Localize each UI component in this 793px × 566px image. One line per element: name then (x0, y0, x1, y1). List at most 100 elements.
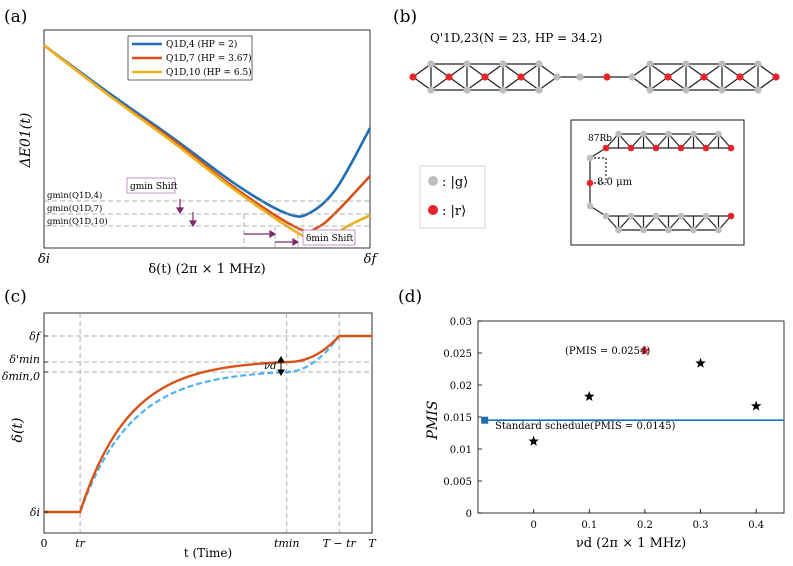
panel-c-yticks: δi δmin,0 δ'min δf (2, 330, 48, 519)
panel-d-marks (481, 344, 784, 446)
panel-a-gmin-lines (44, 200, 370, 248)
panel-d-xtick: 0.4 (748, 520, 764, 531)
panel-a-xtick-1: δf (364, 252, 379, 267)
panel-c-solid-schedule (44, 334, 372, 514)
atom (535, 86, 543, 94)
delta-shift-box (302, 229, 356, 246)
panel-d-xtick: 0.3 (693, 520, 709, 531)
atom (736, 73, 744, 81)
panel-a-series-0 (43, 44, 372, 218)
ladder-atom (652, 212, 660, 220)
panel-c-xlabel: t (Time) (184, 546, 232, 560)
panel-c-ytick: δmin,0 (2, 370, 40, 383)
panel-d-point-3 (695, 357, 706, 368)
panel-d-ytick: 0.03 (450, 317, 472, 328)
atom (553, 73, 561, 81)
atom (409, 73, 417, 81)
panel-c-ytick: δi (30, 506, 40, 519)
atom (682, 60, 690, 68)
panel-a-xtick-0: δi (38, 252, 50, 267)
panel-a-ylabel: ΔE01(t) (18, 113, 34, 169)
panel-c-guides (44, 313, 372, 533)
panel-d-ytick: 0.005 (443, 477, 472, 488)
ground-state-dot (428, 176, 438, 186)
panel-d-point-4 (750, 400, 762, 411)
panel-a-label: (a) (4, 7, 27, 27)
atom (427, 86, 435, 94)
legend-q4: Q1D,4 (HP = 2) (166, 39, 237, 50)
gmin-label-q7: gmin(Q1D,7) (47, 203, 102, 214)
atom (664, 73, 672, 81)
ladder-atom (586, 179, 594, 187)
gmin-shift-box (126, 177, 176, 194)
baseline-label: Standard schedule(PMIS = 0.0145) (495, 421, 675, 432)
panel-c-xtick: T − tr (323, 537, 357, 550)
ladder-lattice (586, 130, 735, 234)
atom (499, 60, 507, 68)
ladder-atom (690, 130, 697, 138)
gmin-shift-label: gmin Shift (130, 182, 178, 192)
ladder-atom (727, 144, 735, 152)
atom (463, 86, 471, 94)
ladder-atom (586, 202, 594, 210)
ladder-atom (640, 226, 647, 234)
panel-c-curves (44, 334, 372, 514)
ladder-atom (602, 144, 610, 152)
atom (445, 73, 453, 81)
atom (481, 73, 489, 81)
atom (603, 73, 611, 81)
ladder-atom (727, 212, 735, 220)
panel-c-ylabel: δ(t) (10, 418, 26, 443)
ladder-atom (602, 212, 610, 220)
ladder-atom (715, 130, 722, 138)
ladder-atom (665, 226, 672, 234)
legend-q7: Q1D,7 (HP = 3.67) (166, 53, 252, 64)
atom (700, 73, 708, 81)
delta-shift-label: δmin Shift (306, 234, 354, 244)
ladder-atom (627, 212, 635, 220)
panel-d-ylabel: PMIS (425, 401, 441, 441)
atom (646, 60, 654, 68)
ladder-atom (702, 144, 710, 152)
rb-label: 87Rb (588, 134, 612, 144)
legend-q10: Q1D,10 (HP = 6.5) (166, 67, 252, 78)
delta-shift-arrows (244, 229, 300, 247)
rydberg-state-dot (428, 205, 438, 215)
ladder-atom (586, 154, 594, 162)
ladder-atom (615, 226, 622, 234)
panel-c-axes (43, 312, 373, 534)
spacing-label: 8.0 μm (597, 177, 633, 188)
atom (427, 60, 435, 68)
panel-d-ytick: 0.01 (450, 445, 472, 456)
atom (628, 73, 636, 81)
atom (463, 60, 471, 68)
atom (754, 60, 762, 68)
panel-d-xtick: 0.1 (581, 520, 597, 531)
panel-c-ytick: δ'min (9, 353, 40, 366)
panel-b-label: (b) (393, 7, 417, 27)
gmin-label-q4: gmin(Q1D,4) (47, 190, 102, 201)
panel-d-ytick: 0 (466, 509, 472, 520)
ladder-atom (677, 144, 685, 152)
panel-c-xtick: tmin (274, 537, 299, 550)
atom (682, 86, 690, 94)
ladder-atom (615, 130, 622, 138)
atom (718, 60, 726, 68)
nu-d-label: νd (264, 361, 276, 372)
ladder-atom (652, 144, 660, 152)
panel-d-xtick: 0 (530, 520, 536, 531)
panel-d-xtick: 0.2 (637, 520, 653, 531)
atom (754, 86, 762, 94)
nu-d-arrow (277, 356, 285, 376)
atom (576, 73, 584, 81)
panel-d-point-0 (528, 435, 539, 446)
gmin-label-q10: gmin(Q1D,10) (47, 216, 108, 227)
ladder-atom (627, 144, 635, 152)
ladder-atom (665, 130, 672, 138)
panel-d-point-1 (584, 391, 595, 401)
panel-c-xticks: 0 tr tmin T − tr T (41, 537, 378, 550)
panel-d-ytick: 0.025 (443, 349, 472, 360)
panel-c-xtick: T (368, 537, 377, 550)
atom (646, 86, 654, 94)
